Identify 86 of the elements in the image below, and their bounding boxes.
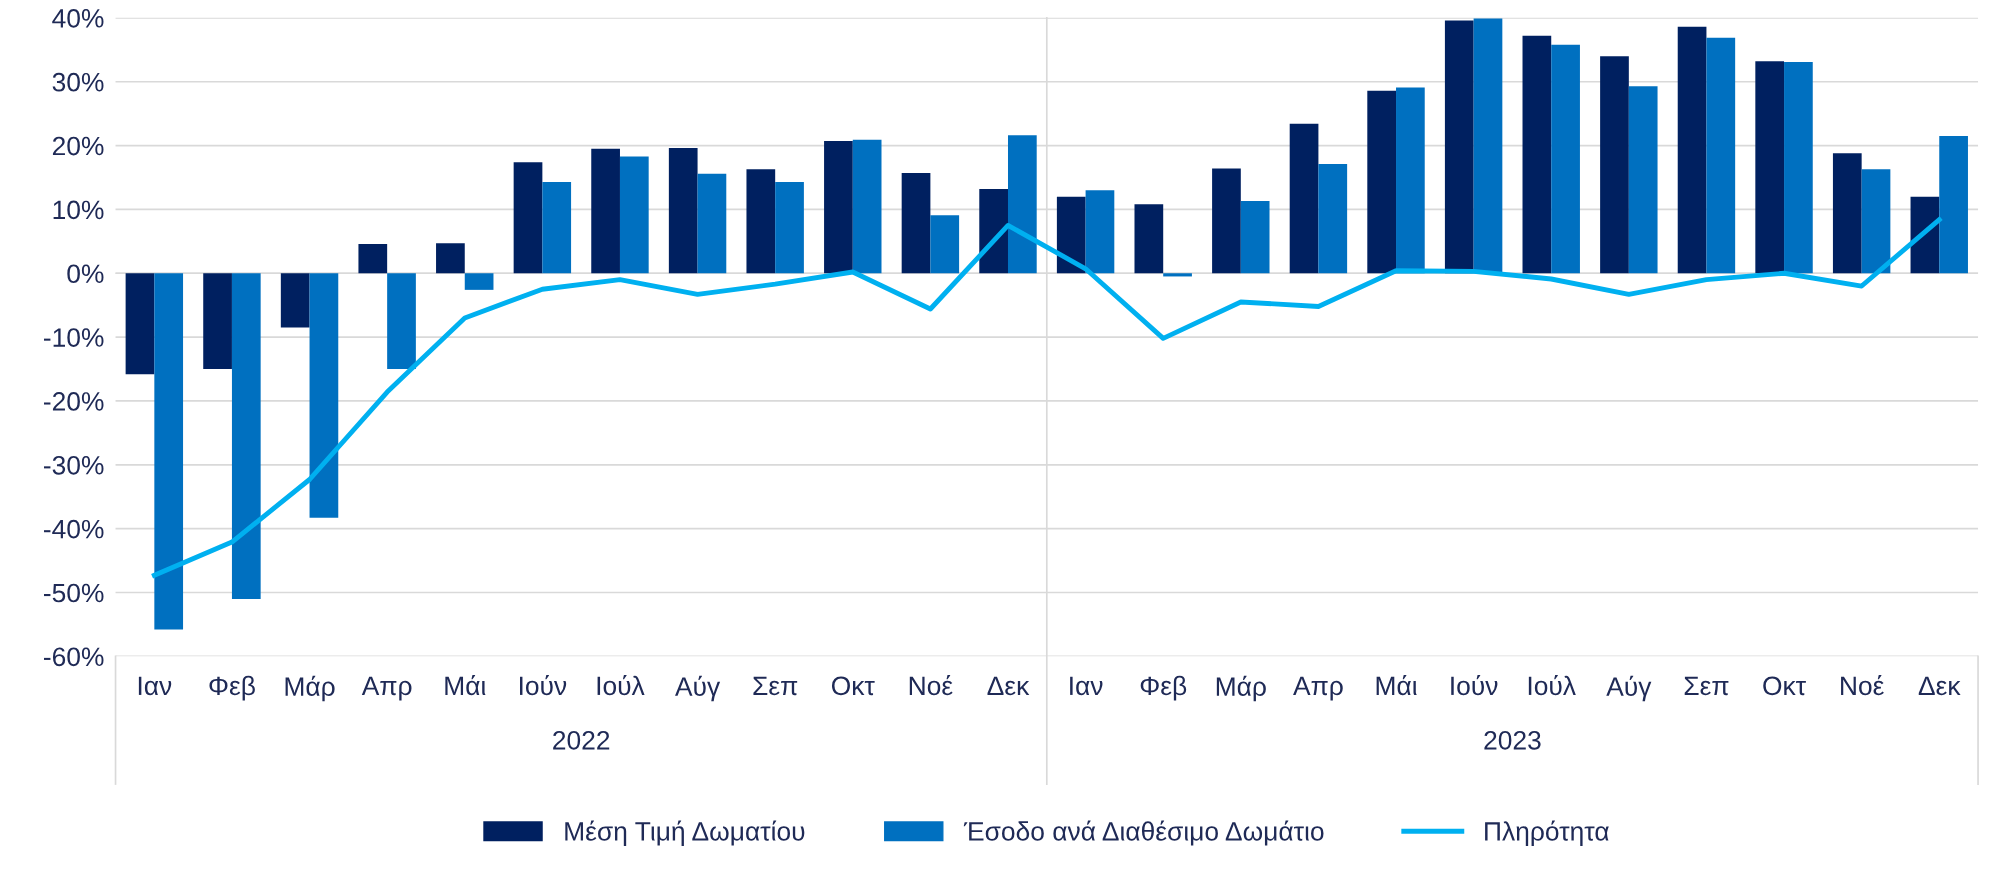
legend-label: Πληρότητα [1485, 820, 1609, 846]
bar [1134, 204, 1164, 274]
x-tick-label: Ιούν [519, 675, 567, 696]
y-tick-label: 20% [52, 136, 104, 156]
x-tick-label: Μάι [445, 675, 486, 696]
bar [1832, 153, 1862, 274]
y-tick-label: -20% [43, 392, 104, 411]
bar [824, 141, 853, 274]
bar [513, 162, 543, 274]
x-tick-label: Σεπ [753, 676, 798, 696]
y-tick-label: 40% [52, 8, 104, 28]
bar [619, 156, 649, 274]
bar [746, 169, 776, 274]
y-tick-label: -50% [43, 583, 104, 603]
x-tick-label: Δεκ [987, 676, 1030, 696]
bar [1551, 44, 1580, 274]
bar [1861, 169, 1891, 274]
x-tick-label: Οκτ [831, 676, 875, 696]
bar [1628, 86, 1658, 274]
bar [542, 181, 572, 274]
bar [203, 273, 232, 370]
text: 2022 [553, 730, 610, 750]
bar [125, 273, 155, 375]
x-tick-label: Δεκ [1918, 676, 1961, 696]
bar [387, 273, 416, 370]
x-tick-label: Αύγ [675, 675, 721, 702]
x-tick-label: Ιούλ [597, 675, 645, 696]
bar [280, 273, 310, 328]
bar [1212, 168, 1241, 274]
x-tick-label: Μάρ [1216, 675, 1266, 702]
bar [901, 173, 931, 274]
bar [1085, 190, 1115, 274]
bar [979, 188, 1008, 274]
bar [1163, 273, 1192, 277]
x-tick-label: Μάι [1376, 675, 1417, 696]
y-tick-label: 0% [67, 264, 104, 284]
x-tick-label: Ιαν [138, 676, 172, 696]
y-tick-label: -40% [43, 519, 104, 539]
bar [1939, 135, 1968, 274]
x-tick-label: Φεβ [209, 675, 255, 701]
bar [1318, 164, 1348, 274]
x-tick-label: Απρ [1293, 676, 1343, 701]
x-tick-label: Οκτ [1763, 676, 1806, 696]
x-tick-label: Αύγ [1606, 675, 1652, 702]
bar [1784, 61, 1813, 274]
x-tick-label: Μάρ [285, 675, 335, 702]
x-tick-label: Φεβ [1140, 675, 1187, 701]
y-tick-label: -30% [43, 455, 104, 475]
y-tick-label: 30% [52, 72, 104, 92]
bar [1522, 35, 1552, 274]
x-tick-label: Απρ [361, 676, 412, 701]
x-tick-label: Σεπ [1684, 676, 1729, 696]
bar [1007, 135, 1037, 274]
bar [358, 243, 388, 274]
x-tick-label: Ιαν [1070, 676, 1103, 696]
bar [1473, 18, 1503, 274]
bar [231, 273, 261, 599]
bar [930, 215, 960, 274]
x-tick-label: Νοέ [1841, 675, 1884, 696]
bar [852, 139, 882, 274]
x-tick-label: Ιούλ [1528, 675, 1576, 696]
y-tick-label: -10% [43, 328, 104, 347]
bar [436, 243, 465, 274]
legend-label: Μέση Τιμή Δωματίου [565, 820, 805, 846]
bar [1706, 37, 1736, 274]
bar [1056, 196, 1086, 274]
y-tick-label: -60% [43, 647, 104, 667]
x-tick-label: Ιούν [1451, 675, 1498, 696]
bar [591, 148, 620, 274]
y-tick-label: 10% [53, 200, 104, 220]
bar [1289, 123, 1319, 274]
x-tick-label: Νοέ [909, 675, 953, 696]
bar [775, 181, 804, 274]
bar [464, 273, 494, 290]
bar [1367, 90, 1397, 274]
bar [668, 148, 698, 274]
bar [309, 273, 339, 518]
legend-label: Έσοδο ανά Διαθέσιμο Δωμάτιο [963, 820, 1324, 846]
bar [1677, 26, 1707, 274]
bar [1240, 201, 1270, 274]
bar [1600, 56, 1629, 274]
bar [154, 273, 184, 630]
bar [1755, 61, 1785, 274]
line-series [151, 217, 1942, 578]
bar [697, 173, 727, 274]
text: 2023 [1484, 730, 1541, 750]
